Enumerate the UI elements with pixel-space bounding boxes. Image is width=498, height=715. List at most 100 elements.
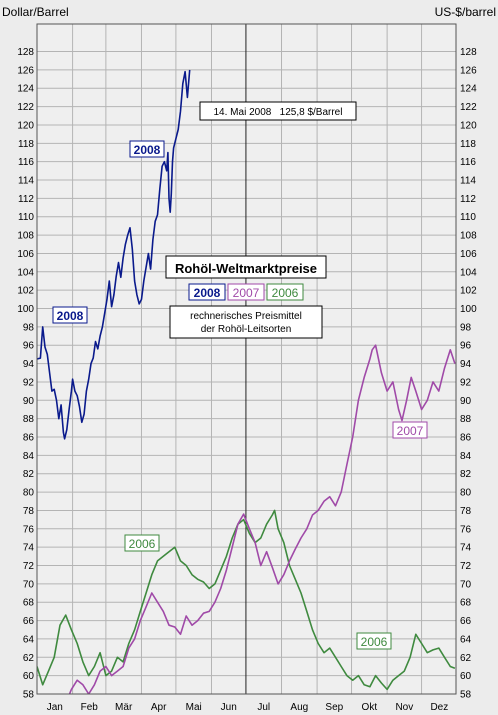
y-tick-label-right: 112	[460, 194, 476, 205]
y-tick-label-right: 58	[460, 690, 472, 701]
y-tick-label-right: 70	[460, 579, 472, 590]
x-tick-label: Apr	[151, 702, 167, 713]
legend-2006: 2006	[272, 286, 299, 300]
y-axis-label-left: Dollar/Barrel	[2, 5, 69, 19]
y-tick-label-right: 88	[460, 414, 472, 425]
series-label-box-2006-a	[124, 534, 160, 552]
y-tick-label-left: 72	[23, 561, 35, 572]
y-tick-label-right: 126	[460, 65, 477, 76]
y-tick-label-right: 120	[460, 120, 477, 131]
x-tick-label: Dez	[430, 702, 448, 713]
y-tick-label-right: 86	[460, 433, 472, 444]
series-line-2008	[37, 69, 191, 440]
y-tick-label-left: 114	[18, 176, 34, 187]
y-tick-label-right: 74	[460, 543, 472, 554]
x-tick-label: Jun	[221, 702, 237, 713]
y-tick-label-left: 58	[23, 690, 35, 701]
y-tick-label-left: 116	[18, 157, 34, 168]
y-tick-label-right: 124	[460, 84, 477, 95]
series-label-2006-a: 2006	[129, 537, 156, 551]
y-tick-label-right: 104	[460, 267, 477, 278]
series-label-box-2008-b	[52, 306, 88, 324]
legend-box-2007	[227, 283, 265, 301]
y-tick-label-left: 80	[23, 488, 35, 499]
legend-box-2008	[188, 283, 226, 301]
y-tick-label-right: 84	[460, 451, 472, 462]
y-tick-label-right: 78	[460, 506, 472, 517]
annotation-box	[199, 101, 357, 121]
series-line-2006	[37, 509, 456, 691]
x-tick-label: Jul	[257, 702, 270, 713]
y-tick-label-left: 104	[17, 267, 34, 278]
legend-2008: 2008	[194, 286, 221, 300]
y-tick-label-right: 96	[460, 341, 472, 352]
y-tick-label-right: 76	[460, 524, 472, 535]
x-tick-label: Okt	[362, 702, 378, 713]
y-tick-label-right: 108	[460, 231, 477, 242]
x-tick-label: Nov	[395, 702, 413, 713]
y-tick-label-left: 124	[17, 84, 34, 95]
plot-frame	[36, 23, 457, 695]
y-tick-label-left: 96	[23, 341, 35, 352]
y-tick-label-left: 90	[23, 396, 35, 407]
y-tick-label-left: 70	[23, 579, 35, 590]
y-tick-label-right: 82	[460, 469, 472, 480]
y-tick-label-right: 100	[460, 304, 477, 315]
y-tick-label-left: 76	[23, 524, 35, 535]
legend-2007: 2007	[233, 286, 260, 300]
y-tick-label-right: 98	[460, 322, 472, 333]
y-tick-label-right: 118	[460, 139, 476, 150]
y-tick-label-left: 100	[17, 304, 34, 315]
annotation-text: 14. Mai 2008 125,8 $/Barrel	[214, 107, 343, 118]
x-tick-label: Feb	[81, 702, 99, 713]
plot-area	[37, 24, 456, 694]
y-tick-label-right: 68	[460, 598, 472, 609]
y-tick-label-right: 114	[460, 176, 476, 187]
y-tick-label-left: 120	[17, 120, 34, 131]
y-tick-label-left: 128	[17, 47, 34, 58]
y-tick-label-left: 78	[23, 506, 35, 517]
series-label-2006-b: 2006	[361, 635, 388, 649]
subtitle-line-1: rechnerisches Preismittel	[190, 311, 302, 322]
x-tick-label: Jan	[47, 702, 63, 713]
series-label-2007: 2007	[397, 424, 424, 438]
series-label-box-2006-b	[356, 632, 392, 650]
y-tick-label-left: 88	[23, 414, 35, 425]
y-tick-label-left: 60	[23, 671, 35, 682]
x-tick-label: Mär	[115, 702, 133, 713]
series-label-box-2008-a	[129, 140, 165, 158]
y-tick-label-right: 72	[460, 561, 472, 572]
y-tick-label-left: 122	[17, 102, 34, 113]
y-tick-label-left: 118	[18, 139, 34, 150]
y-tick-label-left: 98	[23, 322, 35, 333]
y-tick-label-left: 92	[23, 377, 35, 388]
y-tick-label-right: 116	[460, 157, 476, 168]
y-tick-label-right: 92	[460, 377, 472, 388]
y-tick-label-right: 110	[460, 212, 476, 223]
series-line-2007	[68, 344, 456, 694]
y-tick-label-right: 128	[460, 47, 477, 58]
y-tick-label-right: 102	[460, 286, 477, 297]
y-tick-label-left: 112	[18, 194, 34, 205]
y-tick-label-right: 60	[460, 671, 472, 682]
subtitle-line-2: der Rohöl-Leitsorten	[201, 324, 292, 335]
legend-box-2006	[266, 283, 304, 301]
y-tick-label-right: 122	[460, 102, 477, 113]
y-tick-label-right: 106	[460, 249, 477, 260]
y-tick-label-right: 66	[460, 616, 472, 627]
y-tick-label-left: 66	[23, 616, 35, 627]
series-label-2008-a: 2008	[134, 143, 161, 157]
y-tick-label-right: 94	[460, 359, 472, 370]
x-tick-label: Sep	[325, 702, 343, 713]
title-box	[165, 255, 327, 279]
y-tick-label-left: 84	[23, 451, 35, 462]
chart-title: Rohöl-Weltmarktpreise	[175, 261, 317, 276]
y-axis-label-right: US-$/barrel	[435, 5, 496, 19]
subtitle-box	[169, 305, 323, 339]
y-tick-label-left: 86	[23, 433, 35, 444]
y-tick-label-left: 82	[23, 469, 35, 480]
y-tick-label-right: 80	[460, 488, 472, 499]
y-tick-label-left: 106	[17, 249, 34, 260]
y-tick-label-left: 68	[23, 598, 35, 609]
